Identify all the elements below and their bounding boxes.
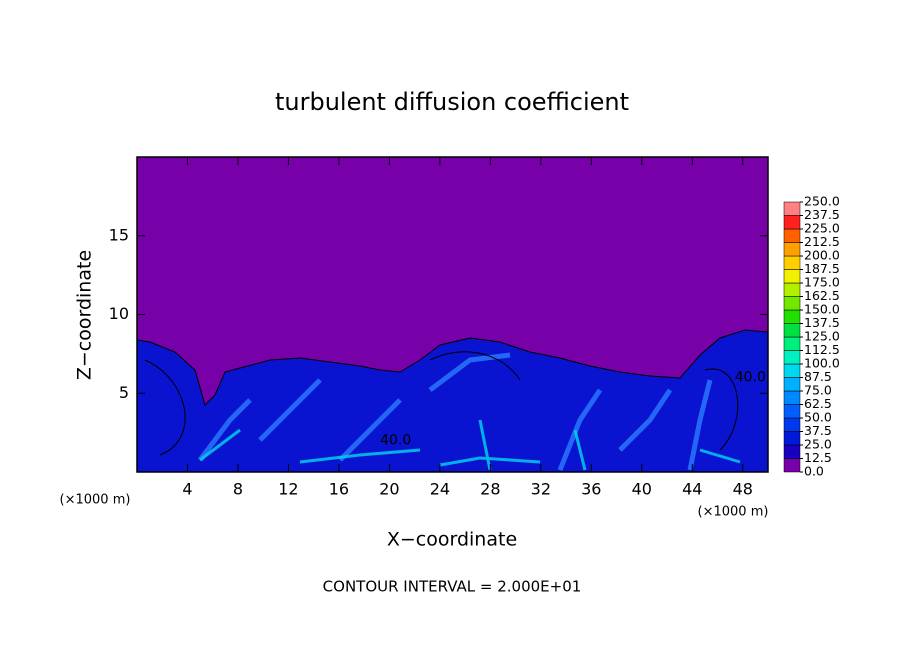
x-axis-label: X−coordinate xyxy=(387,529,517,551)
x-tick-label: 24 xyxy=(430,480,450,499)
x-tick-label: 32 xyxy=(531,480,551,499)
colorbar-segment xyxy=(783,269,801,284)
colorbar-label: 62.5 xyxy=(804,396,832,411)
field xyxy=(136,157,769,473)
colorbar-label: 187.5 xyxy=(804,261,840,276)
colorbar-segment xyxy=(783,431,801,446)
colorbar-segment xyxy=(783,363,801,378)
colorbar-label: 225.0 xyxy=(804,221,840,236)
colorbar-segment xyxy=(783,242,801,257)
y-axis-label: Z−coordinate xyxy=(74,250,96,380)
colorbar-label: 212.5 xyxy=(804,234,840,249)
colorbar-segment xyxy=(783,282,801,297)
colorbar-segment xyxy=(783,458,801,473)
colorbar-segment xyxy=(783,228,801,243)
field-turbulent-layer xyxy=(136,329,769,473)
colorbar-segment xyxy=(783,444,801,459)
x-tick-label: 48 xyxy=(733,480,753,499)
colorbar-label: 112.5 xyxy=(804,342,840,357)
colorbar-label: 175.0 xyxy=(804,275,840,290)
y-tick-label: 15 xyxy=(109,225,129,244)
colorbar-label: 0.0 xyxy=(804,464,824,479)
x-tick-label: 44 xyxy=(682,480,702,499)
x-tick-label: 16 xyxy=(329,480,349,499)
colorbar-label: 200.0 xyxy=(804,248,840,263)
contour-label: 40.0 xyxy=(735,370,766,386)
colorbar-label: 12.5 xyxy=(804,450,832,465)
colorbar-segment xyxy=(783,377,801,392)
colorbar-label: 87.5 xyxy=(804,369,832,384)
x-unit-label: (×1000 m) xyxy=(698,505,769,520)
contour-label: 40.0 xyxy=(380,433,411,449)
colorbar-segment xyxy=(783,390,801,405)
colorbar-label: 75.0 xyxy=(804,383,832,398)
colorbar-label: 237.5 xyxy=(804,207,840,222)
x-tick-label: 28 xyxy=(480,480,500,499)
colorbar-label: 25.0 xyxy=(804,437,832,452)
x-tick-label: 36 xyxy=(581,480,601,499)
colorbar-segment xyxy=(783,296,801,311)
colorbar-label: 162.5 xyxy=(804,288,840,303)
colorbar-label: 100.0 xyxy=(804,356,840,371)
x-unit-label: (×1000 m) xyxy=(60,493,131,508)
colorbar-label: 150.0 xyxy=(804,302,840,317)
footer-note: CONTOUR INTERVAL = 2.000E+01 xyxy=(323,578,582,596)
x-tick-label: 8 xyxy=(233,480,243,499)
x-tick-label: 40 xyxy=(632,480,652,499)
colorbar-label: 137.5 xyxy=(804,315,840,330)
colorbar-segment xyxy=(783,404,801,419)
x-tick-label: 4 xyxy=(182,480,192,499)
x-tick-label: 20 xyxy=(379,480,399,499)
colorbar-label: 50.0 xyxy=(804,410,832,425)
field-streak xyxy=(199,419,741,471)
colorbar-label: 250.0 xyxy=(804,194,840,209)
colorbar-segment xyxy=(783,350,801,365)
colorbar-segment xyxy=(783,336,801,351)
y-tick-label: 10 xyxy=(109,304,129,323)
y-tick-label: 5 xyxy=(119,383,129,402)
field-boundary-eddy xyxy=(144,351,739,456)
colorbar-segment xyxy=(783,323,801,338)
colorbar-label: 37.5 xyxy=(804,423,832,438)
colorbar-segment xyxy=(783,201,801,216)
colorbar-segment xyxy=(783,309,801,324)
colorbar-label: 125.0 xyxy=(804,329,840,344)
colorbar-segment xyxy=(783,215,801,230)
x-tick-label: 12 xyxy=(278,480,298,499)
field-streak xyxy=(198,352,713,471)
chart-title: turbulent diffusion coefficient xyxy=(275,88,629,116)
colorbar-segment xyxy=(783,255,801,270)
colorbar-segment xyxy=(783,417,801,432)
